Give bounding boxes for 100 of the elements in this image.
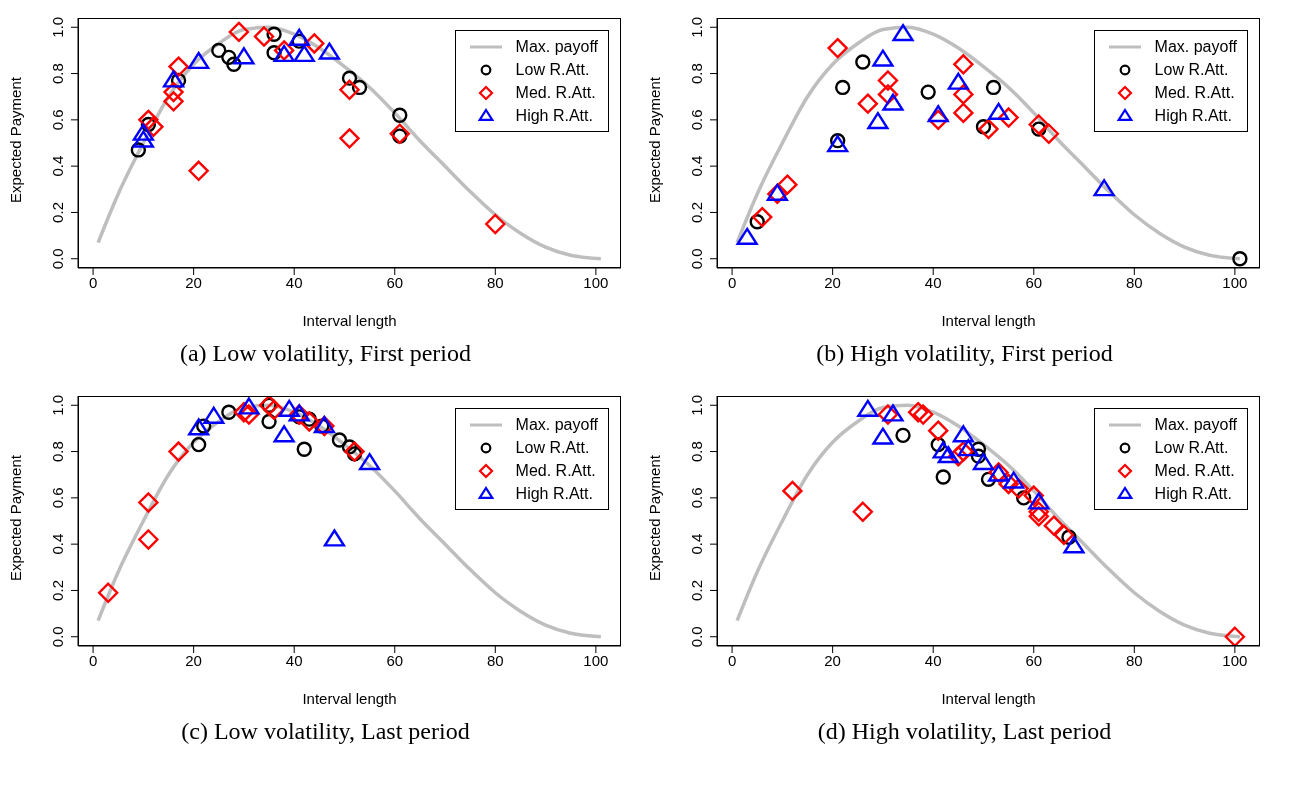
legend-label: High R.Att. [1154,106,1232,125]
point [937,445,959,464]
point [138,109,159,131]
point [782,480,803,502]
y-tick-label: 0.6 [688,109,705,131]
point [238,404,260,425]
point [827,135,849,153]
point [928,420,949,441]
point [1016,490,1032,506]
point [1028,506,1049,527]
x-tick-label: 0 [727,651,737,669]
point [928,109,949,131]
point [947,72,969,90]
point [975,119,992,135]
point [927,105,949,123]
point [238,397,260,415]
y-tick-label: 0.0 [49,626,66,648]
point [389,123,410,144]
point [1232,251,1248,267]
point [485,213,506,235]
point [907,402,929,423]
x-tick-label: 0 [727,273,737,291]
point [895,427,911,444]
point [266,26,282,42]
point [162,70,185,88]
point [980,471,997,488]
legend-label: Low R.Att. [515,438,590,457]
point [998,473,1019,495]
x-tick-label: 60 [386,651,404,669]
text: (d) High volatility, Last period [816,718,1113,746]
y-tick-label: 0.2 [688,202,705,223]
point [138,529,159,550]
point [168,56,189,77]
y-tick-label: 1.0 [688,16,705,38]
point [1008,478,1029,499]
x-tick-label: 40 [924,651,942,669]
point [273,425,295,443]
point [892,24,914,42]
y-tick-label: 0.4 [49,155,66,177]
point [953,54,974,75]
y-axis-title: Expected Payment [646,454,664,581]
x-tick-label: 40 [924,273,942,291]
x-tick-label: 60 [1025,651,1043,669]
point [985,79,1002,96]
y-tick-label: 0.6 [49,109,66,131]
point [777,174,798,195]
x-axis-title: Interval length [941,690,1036,707]
y-tick-label: 0.0 [688,248,705,270]
point [912,404,934,425]
point [163,81,184,103]
point [339,79,360,100]
legend-label: Low R.Att. [1154,438,1229,457]
point [288,28,310,46]
point [304,33,325,54]
point [341,70,358,86]
point [211,42,227,59]
point [752,206,773,228]
y-tick-label: 1.0 [688,394,705,416]
point [872,49,894,67]
x-tick-label: 20 [185,651,202,669]
y-tick-label: 0.0 [688,626,705,648]
point [957,439,980,457]
legend-label: Med. R.Att. [1154,461,1235,480]
point [835,79,851,96]
legend-label: Max. payoff [515,415,598,434]
point [877,404,899,425]
point [1028,492,1050,510]
point [188,51,210,70]
point [1224,626,1246,646]
y-tick-label: 0.6 [49,487,66,509]
point [877,70,899,91]
point [188,160,209,181]
point [261,413,277,430]
y-tick-label: 0.4 [49,533,66,555]
x-tick-label: 100 [1222,273,1248,291]
point [1002,471,1025,489]
point [296,441,312,457]
x-tick-label: 40 [285,651,303,669]
point [953,102,974,124]
point [299,411,320,432]
legend-label: High R.Att. [515,106,593,125]
point [278,399,300,417]
x-tick-label: 0 [88,651,98,669]
point [132,123,155,141]
text: (b) High volatility, First period [815,340,1114,368]
legend-label: Max. payoff [515,37,598,56]
x-tick-label: 60 [1025,273,1043,291]
legend-label: Med. R.Att. [515,83,596,102]
point [344,441,365,462]
point [852,501,874,522]
point [978,118,999,140]
y-tick-label: 0.2 [688,580,705,601]
legend-label: High R.Att. [515,484,593,503]
point [827,37,848,59]
point [97,582,119,603]
x-tick-label: 40 [285,273,303,291]
point [857,399,879,417]
x-tick-label: 0 [88,273,98,291]
point [855,54,871,70]
point [970,441,987,457]
